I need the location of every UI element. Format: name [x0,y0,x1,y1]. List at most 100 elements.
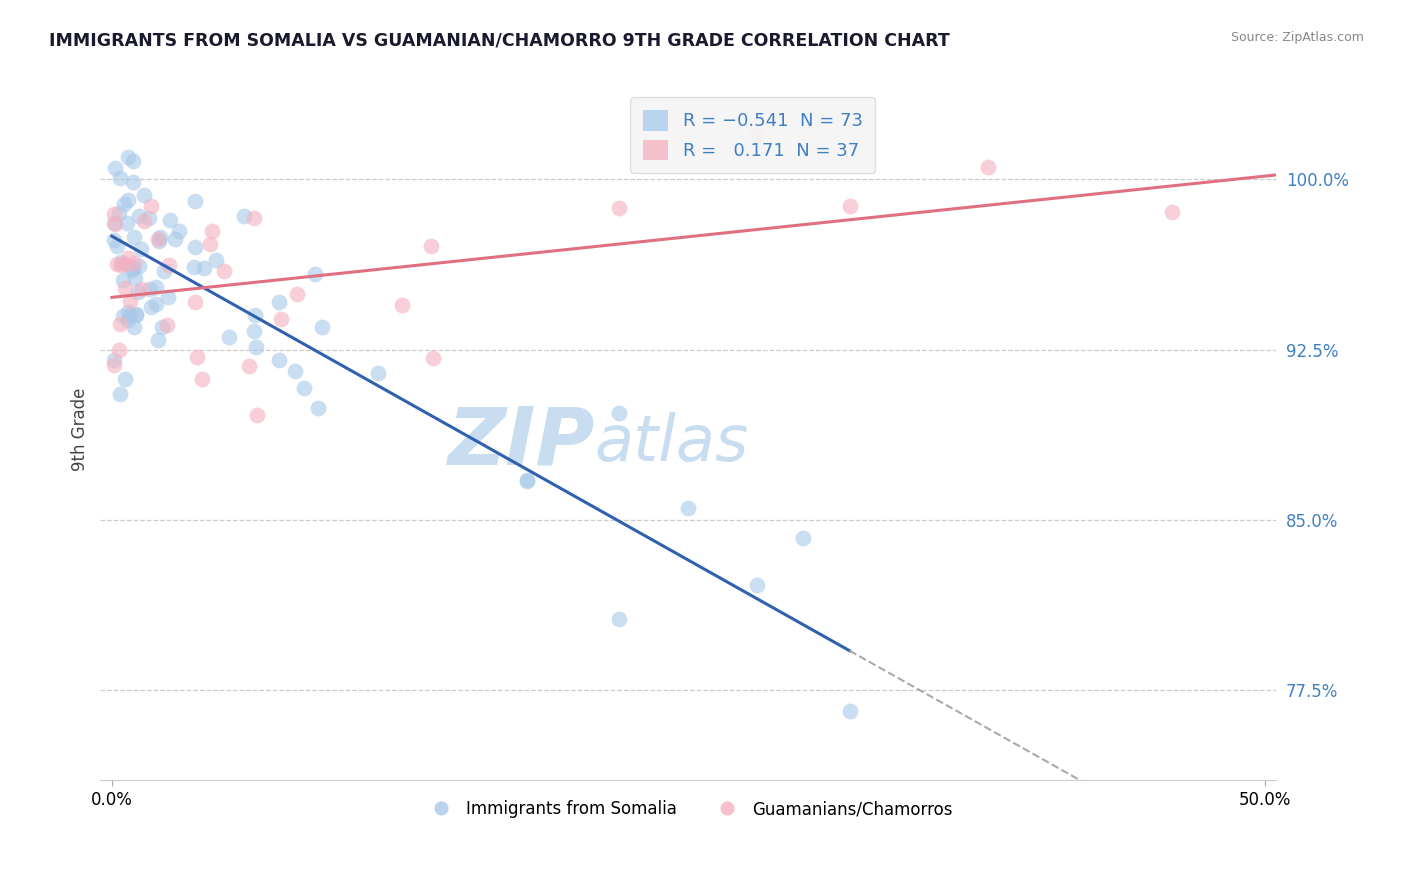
Point [391,298,413,312]
Point [1161,205,1184,219]
Point [218,330,240,344]
Point [607,201,630,215]
Text: Source: ZipAtlas.com: Source: ZipAtlas.com [1230,31,1364,45]
Point [104,217,127,231]
Point [125,308,148,322]
Point [114,372,136,386]
Point [108,317,131,331]
Point [112,197,135,211]
Point [198,237,221,252]
Point [422,351,444,365]
Point [138,211,160,225]
Point [243,211,266,225]
Point [117,305,139,319]
Point [292,381,315,395]
Point [159,258,181,272]
Point [124,320,146,334]
Point [367,367,389,381]
Point [156,318,179,332]
Point [607,612,630,626]
Legend: Immigrants from Somalia, Guamanians/Chamorros: Immigrants from Somalia, Guamanians/Cham… [418,793,959,825]
Point [103,233,125,247]
Point [103,353,125,368]
Point [132,188,155,202]
Point [242,324,264,338]
Point [284,364,307,378]
Point [103,359,125,373]
Point [516,473,538,487]
Point [120,293,142,308]
Point [607,406,630,420]
Point [124,271,146,285]
Point [516,475,538,489]
Point [245,308,267,322]
Point [159,213,181,227]
Point [103,216,125,230]
Point [117,313,139,327]
Text: IMMIGRANTS FROM SOMALIA VS GUAMANIAN/CHAMORRO 9TH GRADE CORRELATION CHART: IMMIGRANTS FROM SOMALIA VS GUAMANIAN/CHA… [49,31,950,49]
Point [747,578,769,592]
Point [246,408,269,422]
Point [107,205,129,219]
Point [115,216,138,230]
Point [104,161,127,176]
Point [128,209,150,223]
Y-axis label: 9th Grade: 9th Grade [72,387,89,471]
Point [676,500,699,515]
Point [838,704,860,718]
Point [311,319,333,334]
Point [114,257,136,271]
Point [167,224,190,238]
Point [193,261,215,276]
Point [129,242,152,256]
Point [117,150,139,164]
Point [267,352,290,367]
Point [148,333,170,347]
Point [183,260,205,274]
Point [838,199,860,213]
Point [157,290,180,304]
Point [121,262,143,277]
Point [285,286,308,301]
Text: ZIP: ZIP [447,404,595,482]
Point [186,350,208,364]
Point [204,253,226,268]
Point [108,170,131,185]
Point [124,256,146,270]
Point [420,239,443,253]
Point [117,251,139,265]
Point [148,232,170,246]
Point [212,264,235,278]
Point [141,300,163,314]
Point [792,531,814,545]
Point [304,267,326,281]
Point [152,320,174,334]
Point [110,258,132,272]
Point [977,160,1000,174]
Point [149,230,172,244]
Point [145,280,167,294]
Point [121,153,143,168]
Point [232,209,254,223]
Point [139,198,162,212]
Point [114,281,136,295]
Point [110,255,132,269]
Text: atlas: atlas [595,412,748,474]
Point [747,127,769,141]
Point [184,194,207,209]
Point [105,238,128,252]
Point [121,176,143,190]
Point [184,240,207,254]
Point [308,401,330,415]
Point [111,309,134,323]
Point [163,232,186,246]
Point [267,295,290,310]
Point [108,386,131,401]
Point [148,234,170,248]
Point [270,311,292,326]
Point [120,309,142,323]
Point [201,224,224,238]
Point [128,259,150,273]
Point [108,343,131,358]
Point [117,193,139,207]
